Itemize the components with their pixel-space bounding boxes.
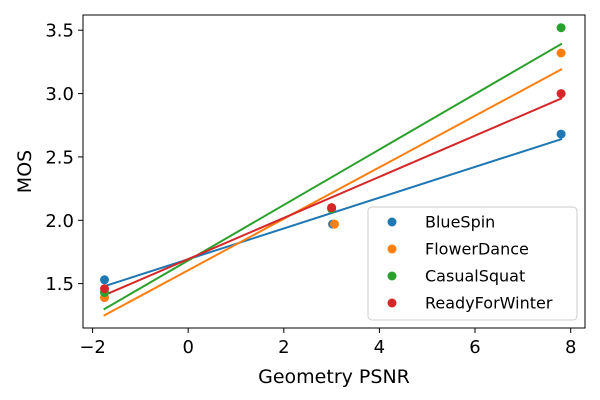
- x-tick-label: 4: [374, 337, 385, 358]
- data-point-casualsquat-2: [556, 23, 566, 33]
- data-point-bluespin-0: [100, 275, 109, 285]
- legend-marker-bluespin: [387, 217, 397, 227]
- x-tick-label: 8: [565, 337, 576, 358]
- y-tick-label: 3.5: [45, 21, 74, 42]
- data-points-group: [100, 23, 566, 303]
- legend-label-casualsquat: CasualSquat: [425, 267, 525, 286]
- y-axis: 1.5 2.0 2.5 3.0 3.5: [45, 21, 83, 295]
- y-tick-label: 2.0: [45, 211, 74, 232]
- data-point-readyforwinter-2: [556, 89, 566, 99]
- y-tick-label: 1.5: [45, 274, 74, 295]
- x-tick-label: 6: [469, 337, 480, 358]
- x-tick-label: −2: [79, 337, 106, 358]
- legend: BlueSpin FlowerDance CasualSquat ReadyForWi…: [367, 206, 578, 321]
- legend-label-flowerdance: FlowerDance: [425, 240, 529, 259]
- data-point-flowerdance-2: [556, 48, 566, 58]
- fit-line-casualsquat: [103, 42, 563, 311]
- legend-marker-flowerdance: [387, 244, 397, 254]
- data-point-bluespin-2: [556, 129, 566, 139]
- x-tick-label: 2: [278, 337, 289, 358]
- plot-area-frame: [82, 14, 586, 329]
- data-point-flowerdance-1: [330, 219, 339, 229]
- legend-marker-casualsquat: [387, 271, 397, 281]
- fit-line-flowerdance: [103, 68, 563, 317]
- y-tick-label: 2.5: [45, 147, 74, 168]
- x-tick-label: 0: [182, 337, 193, 358]
- fit-line-readyforwinter: [103, 97, 563, 297]
- x-axis: −2 0 2 4 6 8: [79, 328, 576, 358]
- legend-box: [367, 206, 578, 321]
- data-point-readyforwinter-1: [327, 203, 337, 213]
- y-axis-label: MOS: [14, 150, 36, 193]
- data-point-readyforwinter-0: [100, 284, 109, 294]
- legend-label-readyforwinter: ReadyForWinter: [425, 294, 553, 313]
- legend-marker-readyforwinter: [387, 298, 397, 308]
- x-axis-label: Geometry PSNR: [258, 366, 410, 388]
- legend-label-bluespin: BlueSpin: [425, 213, 495, 232]
- y-tick-label: 3.0: [45, 84, 74, 105]
